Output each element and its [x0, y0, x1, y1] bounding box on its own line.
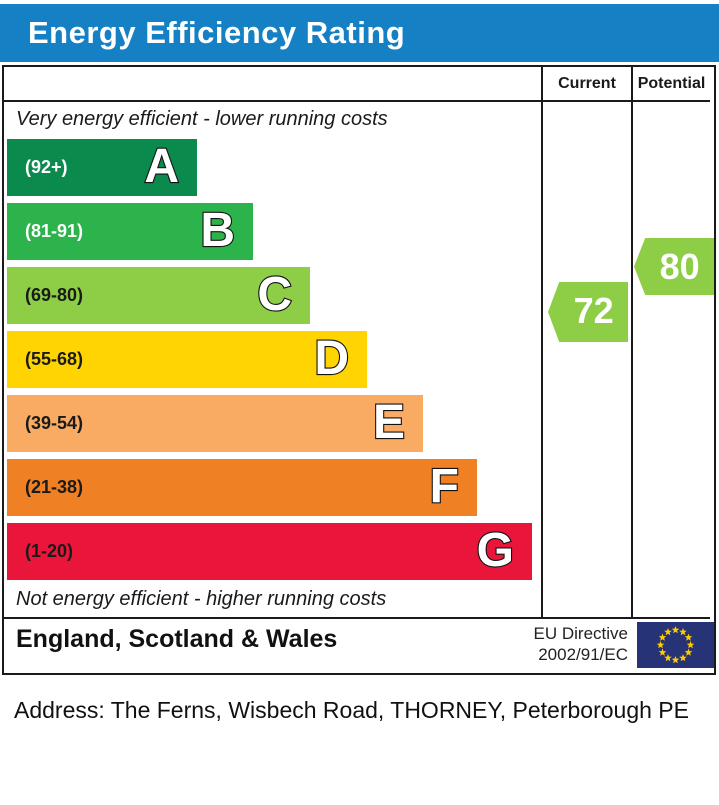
- potential-rating-value: 80: [659, 246, 700, 287]
- band-c-letter: C: [256, 267, 293, 322]
- potential-rating-arrow: 80: [634, 238, 714, 295]
- region-label: England, Scotland & Wales: [16, 625, 338, 653]
- band-b-range: (81-91): [25, 221, 84, 241]
- band-a-range: (92+): [25, 157, 68, 177]
- band-d: (55-68) D: [7, 331, 367, 388]
- bottom-caption: Not energy efficient - higher running co…: [16, 588, 387, 610]
- band-b-letter: B: [199, 203, 236, 258]
- eu-flag-icon: [637, 622, 714, 668]
- eu-directive-label: EU Directive 2002/91/EC: [444, 623, 628, 665]
- potential-column-divider: [631, 67, 633, 619]
- band-d-range: (55-68): [25, 349, 84, 369]
- band-g: (1-20) G: [7, 523, 532, 580]
- epc-table: Current Potential Very energy efficient …: [2, 65, 716, 675]
- property-address: Address: The Ferns, Wisbech Road, THORNE…: [14, 697, 689, 723]
- footer-separator: [4, 617, 710, 619]
- current-rating-value: 72: [573, 290, 614, 331]
- band-d-letter: D: [313, 331, 350, 386]
- band-e-range: (39-54): [25, 413, 84, 433]
- band-c: (69-80) C: [7, 267, 310, 324]
- band-f-range: (21-38): [25, 477, 84, 497]
- title-bar: Energy Efficiency Rating: [0, 4, 719, 62]
- page-title: Energy Efficiency Rating: [28, 15, 406, 50]
- band-e: (39-54) E: [7, 395, 423, 452]
- header-separator: [4, 100, 710, 102]
- potential-column-header: Potential: [637, 75, 706, 92]
- top-caption: Very energy efficient - lower running co…: [16, 108, 388, 130]
- current-column-header: Current: [558, 75, 616, 92]
- band-g-range: (1-20): [25, 541, 74, 561]
- band-a: (92+) A: [7, 139, 197, 196]
- band-a-letter: A: [143, 139, 180, 194]
- band-g-letter: G: [476, 523, 516, 578]
- band-f: (21-38) F: [7, 459, 477, 516]
- band-f-letter: F: [429, 459, 461, 514]
- band-e-letter: E: [372, 395, 406, 450]
- current-column-divider: [541, 67, 543, 619]
- eu-directive-line1: EU Directive: [533, 624, 628, 643]
- band-c-range: (69-80): [25, 285, 84, 305]
- current-rating-arrow: 72: [548, 282, 628, 342]
- band-b: (81-91) B: [7, 203, 253, 260]
- eu-directive-line2: 2002/91/EC: [538, 645, 628, 664]
